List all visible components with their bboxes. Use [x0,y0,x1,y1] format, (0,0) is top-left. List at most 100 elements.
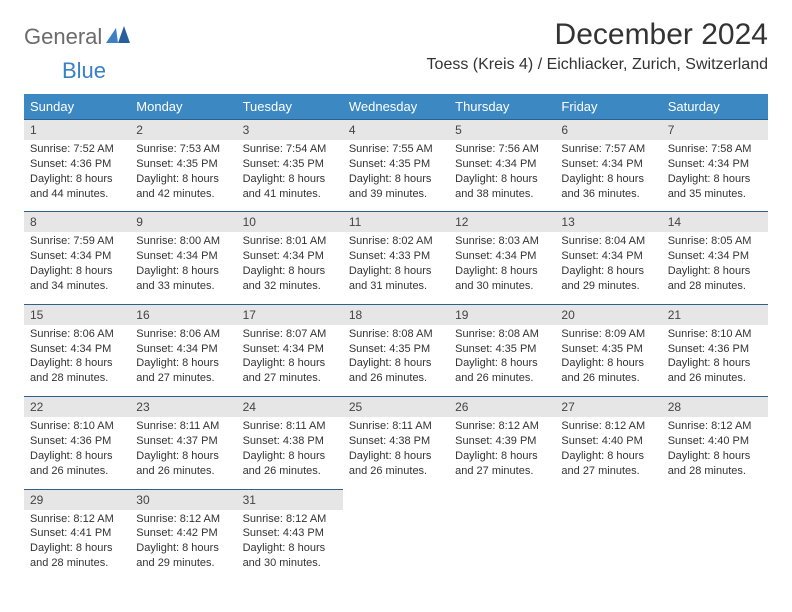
sunrise-line: Sunrise: 8:05 AM [668,234,762,249]
day-number-cell: 19 [449,304,555,325]
day-detail-cell: Sunrise: 8:10 AMSunset: 4:36 PMDaylight:… [662,325,768,397]
sunrise-line: Sunrise: 8:02 AM [349,234,443,249]
daylight-line: Daylight: 8 hours and 41 minutes. [243,172,337,202]
sunset-line: Sunset: 4:35 PM [455,342,549,357]
day-number-cell: 1 [24,120,130,141]
sunrise-line: Sunrise: 8:06 AM [30,327,124,342]
day-number-row: 891011121314 [24,212,768,233]
sunrise-line: Sunrise: 7:53 AM [136,142,230,157]
daylight-line: Daylight: 8 hours and 38 minutes. [455,172,549,202]
day-detail-cell: Sunrise: 7:55 AMSunset: 4:35 PMDaylight:… [343,140,449,212]
weekday-header: Tuesday [237,94,343,120]
day-number-row: 15161718192021 [24,304,768,325]
daylight-line: Daylight: 8 hours and 26 minutes. [30,449,124,479]
sunrise-line: Sunrise: 7:55 AM [349,142,443,157]
day-detail-cell: Sunrise: 8:10 AMSunset: 4:36 PMDaylight:… [24,417,130,489]
sunset-line: Sunset: 4:34 PM [561,157,655,172]
sunrise-line: Sunrise: 7:54 AM [243,142,337,157]
sunset-line: Sunset: 4:34 PM [455,157,549,172]
day-detail-cell: Sunrise: 8:06 AMSunset: 4:34 PMDaylight:… [130,325,236,397]
day-detail-cell: Sunrise: 8:12 AMSunset: 4:42 PMDaylight:… [130,510,236,581]
day-detail-cell [343,510,449,581]
daylight-line: Daylight: 8 hours and 31 minutes. [349,264,443,294]
day-number-cell: 17 [237,304,343,325]
day-detail-cell: Sunrise: 8:03 AMSunset: 4:34 PMDaylight:… [449,232,555,304]
sunset-line: Sunset: 4:34 PM [668,249,762,264]
sunrise-line: Sunrise: 8:08 AM [349,327,443,342]
day-number-cell: 16 [130,304,236,325]
day-detail-cell: Sunrise: 8:12 AMSunset: 4:39 PMDaylight:… [449,417,555,489]
day-number-cell: 21 [662,304,768,325]
sunset-line: Sunset: 4:36 PM [30,157,124,172]
daylight-line: Daylight: 8 hours and 29 minutes. [561,264,655,294]
day-number-cell: 12 [449,212,555,233]
sunrise-line: Sunrise: 8:00 AM [136,234,230,249]
daylight-line: Daylight: 8 hours and 33 minutes. [136,264,230,294]
day-detail-cell: Sunrise: 7:58 AMSunset: 4:34 PMDaylight:… [662,140,768,212]
daylight-line: Daylight: 8 hours and 30 minutes. [455,264,549,294]
sunset-line: Sunset: 4:34 PM [136,249,230,264]
daylight-line: Daylight: 8 hours and 36 minutes. [561,172,655,202]
sunset-line: Sunset: 4:33 PM [349,249,443,264]
day-number-cell: 14 [662,212,768,233]
day-detail-cell: Sunrise: 7:54 AMSunset: 4:35 PMDaylight:… [237,140,343,212]
sunrise-line: Sunrise: 8:07 AM [243,327,337,342]
day-detail-cell [449,510,555,581]
daylight-line: Daylight: 8 hours and 42 minutes. [136,172,230,202]
day-number-cell [555,489,661,510]
calendar-table: SundayMondayTuesdayWednesdayThursdayFrid… [24,94,768,581]
day-number-cell: 2 [130,120,236,141]
sunrise-line: Sunrise: 8:09 AM [561,327,655,342]
day-number-cell: 30 [130,489,236,510]
day-detail-cell: Sunrise: 7:52 AMSunset: 4:36 PMDaylight:… [24,140,130,212]
day-detail-cell: Sunrise: 8:11 AMSunset: 4:38 PMDaylight:… [237,417,343,489]
day-number-cell: 5 [449,120,555,141]
sunset-line: Sunset: 4:34 PM [30,342,124,357]
day-detail-row: Sunrise: 8:10 AMSunset: 4:36 PMDaylight:… [24,417,768,489]
day-number-cell: 4 [343,120,449,141]
weekday-header: Monday [130,94,236,120]
day-detail-cell [662,510,768,581]
logo-text-general: General [24,24,102,50]
day-detail-cell: Sunrise: 7:59 AMSunset: 4:34 PMDaylight:… [24,232,130,304]
sunset-line: Sunset: 4:36 PM [30,434,124,449]
sunset-line: Sunset: 4:41 PM [30,526,124,541]
day-number-cell: 9 [130,212,236,233]
day-detail-cell: Sunrise: 8:12 AMSunset: 4:40 PMDaylight:… [555,417,661,489]
day-number-cell: 20 [555,304,661,325]
logo-icon [106,26,132,49]
day-detail-cell: Sunrise: 7:57 AMSunset: 4:34 PMDaylight:… [555,140,661,212]
day-detail-cell: Sunrise: 8:12 AMSunset: 4:40 PMDaylight:… [662,417,768,489]
day-detail-row: Sunrise: 8:06 AMSunset: 4:34 PMDaylight:… [24,325,768,397]
sunrise-line: Sunrise: 8:08 AM [455,327,549,342]
day-detail-cell: Sunrise: 8:02 AMSunset: 4:33 PMDaylight:… [343,232,449,304]
sunset-line: Sunset: 4:36 PM [668,342,762,357]
day-detail-row: Sunrise: 8:12 AMSunset: 4:41 PM Daylight:… [24,510,768,581]
logo-text-blue: Blue [62,58,106,84]
sunrise-line: Sunrise: 8:12 AM [561,419,655,434]
daylight-line: Daylight: 8 hours and 32 minutes. [243,264,337,294]
sunset-line: Sunset: 4:34 PM [668,157,762,172]
daylight-line: Daylight: 8 hours and 26 minutes. [668,356,762,386]
sunrise-line: Sunrise: 7:52 AM [30,142,124,157]
sunrise-line: Sunrise: 8:06 AM [136,327,230,342]
sunrise-line: Sunrise: 8:12 AM [668,419,762,434]
day-number-cell: 10 [237,212,343,233]
daylight-line: Daylight: 8 hours and 26 minutes. [136,449,230,479]
daylight-line: Daylight: 8 hours and 28 minutes. [668,449,762,479]
daylight-line: Daylight: 8 hours and 27 minutes. [136,356,230,386]
day-number-cell: 18 [343,304,449,325]
sunrise-line: Sunrise: 7:56 AM [455,142,549,157]
daylight-line: Daylight: 8 hours and 27 minutes. [243,356,337,386]
sunrise-line: Sunrise: 7:57 AM [561,142,655,157]
day-detail-cell: Sunrise: 8:07 AMSunset: 4:34 PMDaylight:… [237,325,343,397]
daylight-line: Daylight: 8 hours and 27 minutes. [561,449,655,479]
day-number-cell: 13 [555,212,661,233]
daylight-line: Daylight: 8 hours and 28 minutes. [668,264,762,294]
daylight-line: Daylight: 8 hours and 30 minutes. [243,541,337,571]
sunrise-line: Sunrise: 8:01 AM [243,234,337,249]
sunrise-line: Sunrise: 8:12 AM [30,512,124,527]
sunrise-line: Sunrise: 7:59 AM [30,234,124,249]
day-detail-cell: Sunrise: 8:04 AMSunset: 4:34 PMDaylight:… [555,232,661,304]
sunset-line: Sunset: 4:34 PM [561,249,655,264]
